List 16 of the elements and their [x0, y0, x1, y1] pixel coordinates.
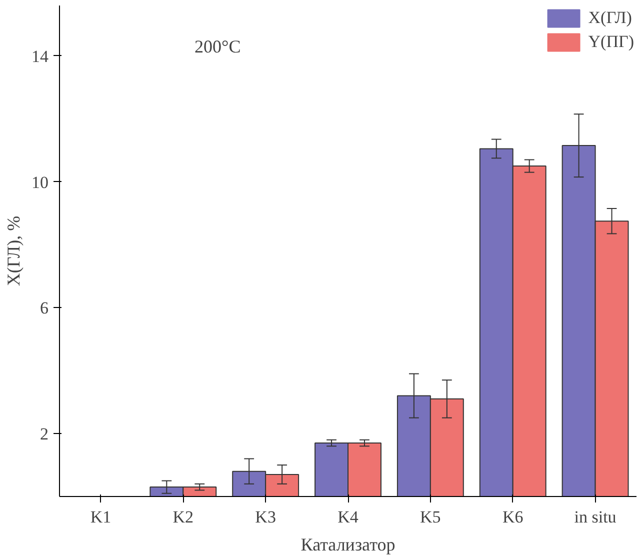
x-axis-title: Катализатор — [300, 534, 396, 554]
y-tick-label: 2 — [40, 424, 48, 444]
x-tick-label: in situ — [574, 508, 617, 526]
annotation: 200°C — [194, 36, 241, 56]
x-tick-label: K6 — [502, 508, 524, 526]
x-tick-label: K3 — [255, 508, 276, 526]
legend-label: Y(ПГ) — [588, 32, 634, 52]
y-axis-title: X(ГЛ), % — [4, 216, 24, 286]
y-tick-label: 14 — [32, 46, 49, 66]
x-tick-label: K4 — [338, 508, 359, 526]
y-tick-label: 10 — [32, 172, 48, 192]
x-tick-label: K5 — [420, 508, 441, 526]
x-tick-label: K1 — [90, 508, 112, 526]
x-tick-label: K2 — [172, 508, 194, 526]
legend-label: X(ГЛ) — [588, 8, 632, 28]
y-tick-label: 6 — [40, 298, 48, 318]
